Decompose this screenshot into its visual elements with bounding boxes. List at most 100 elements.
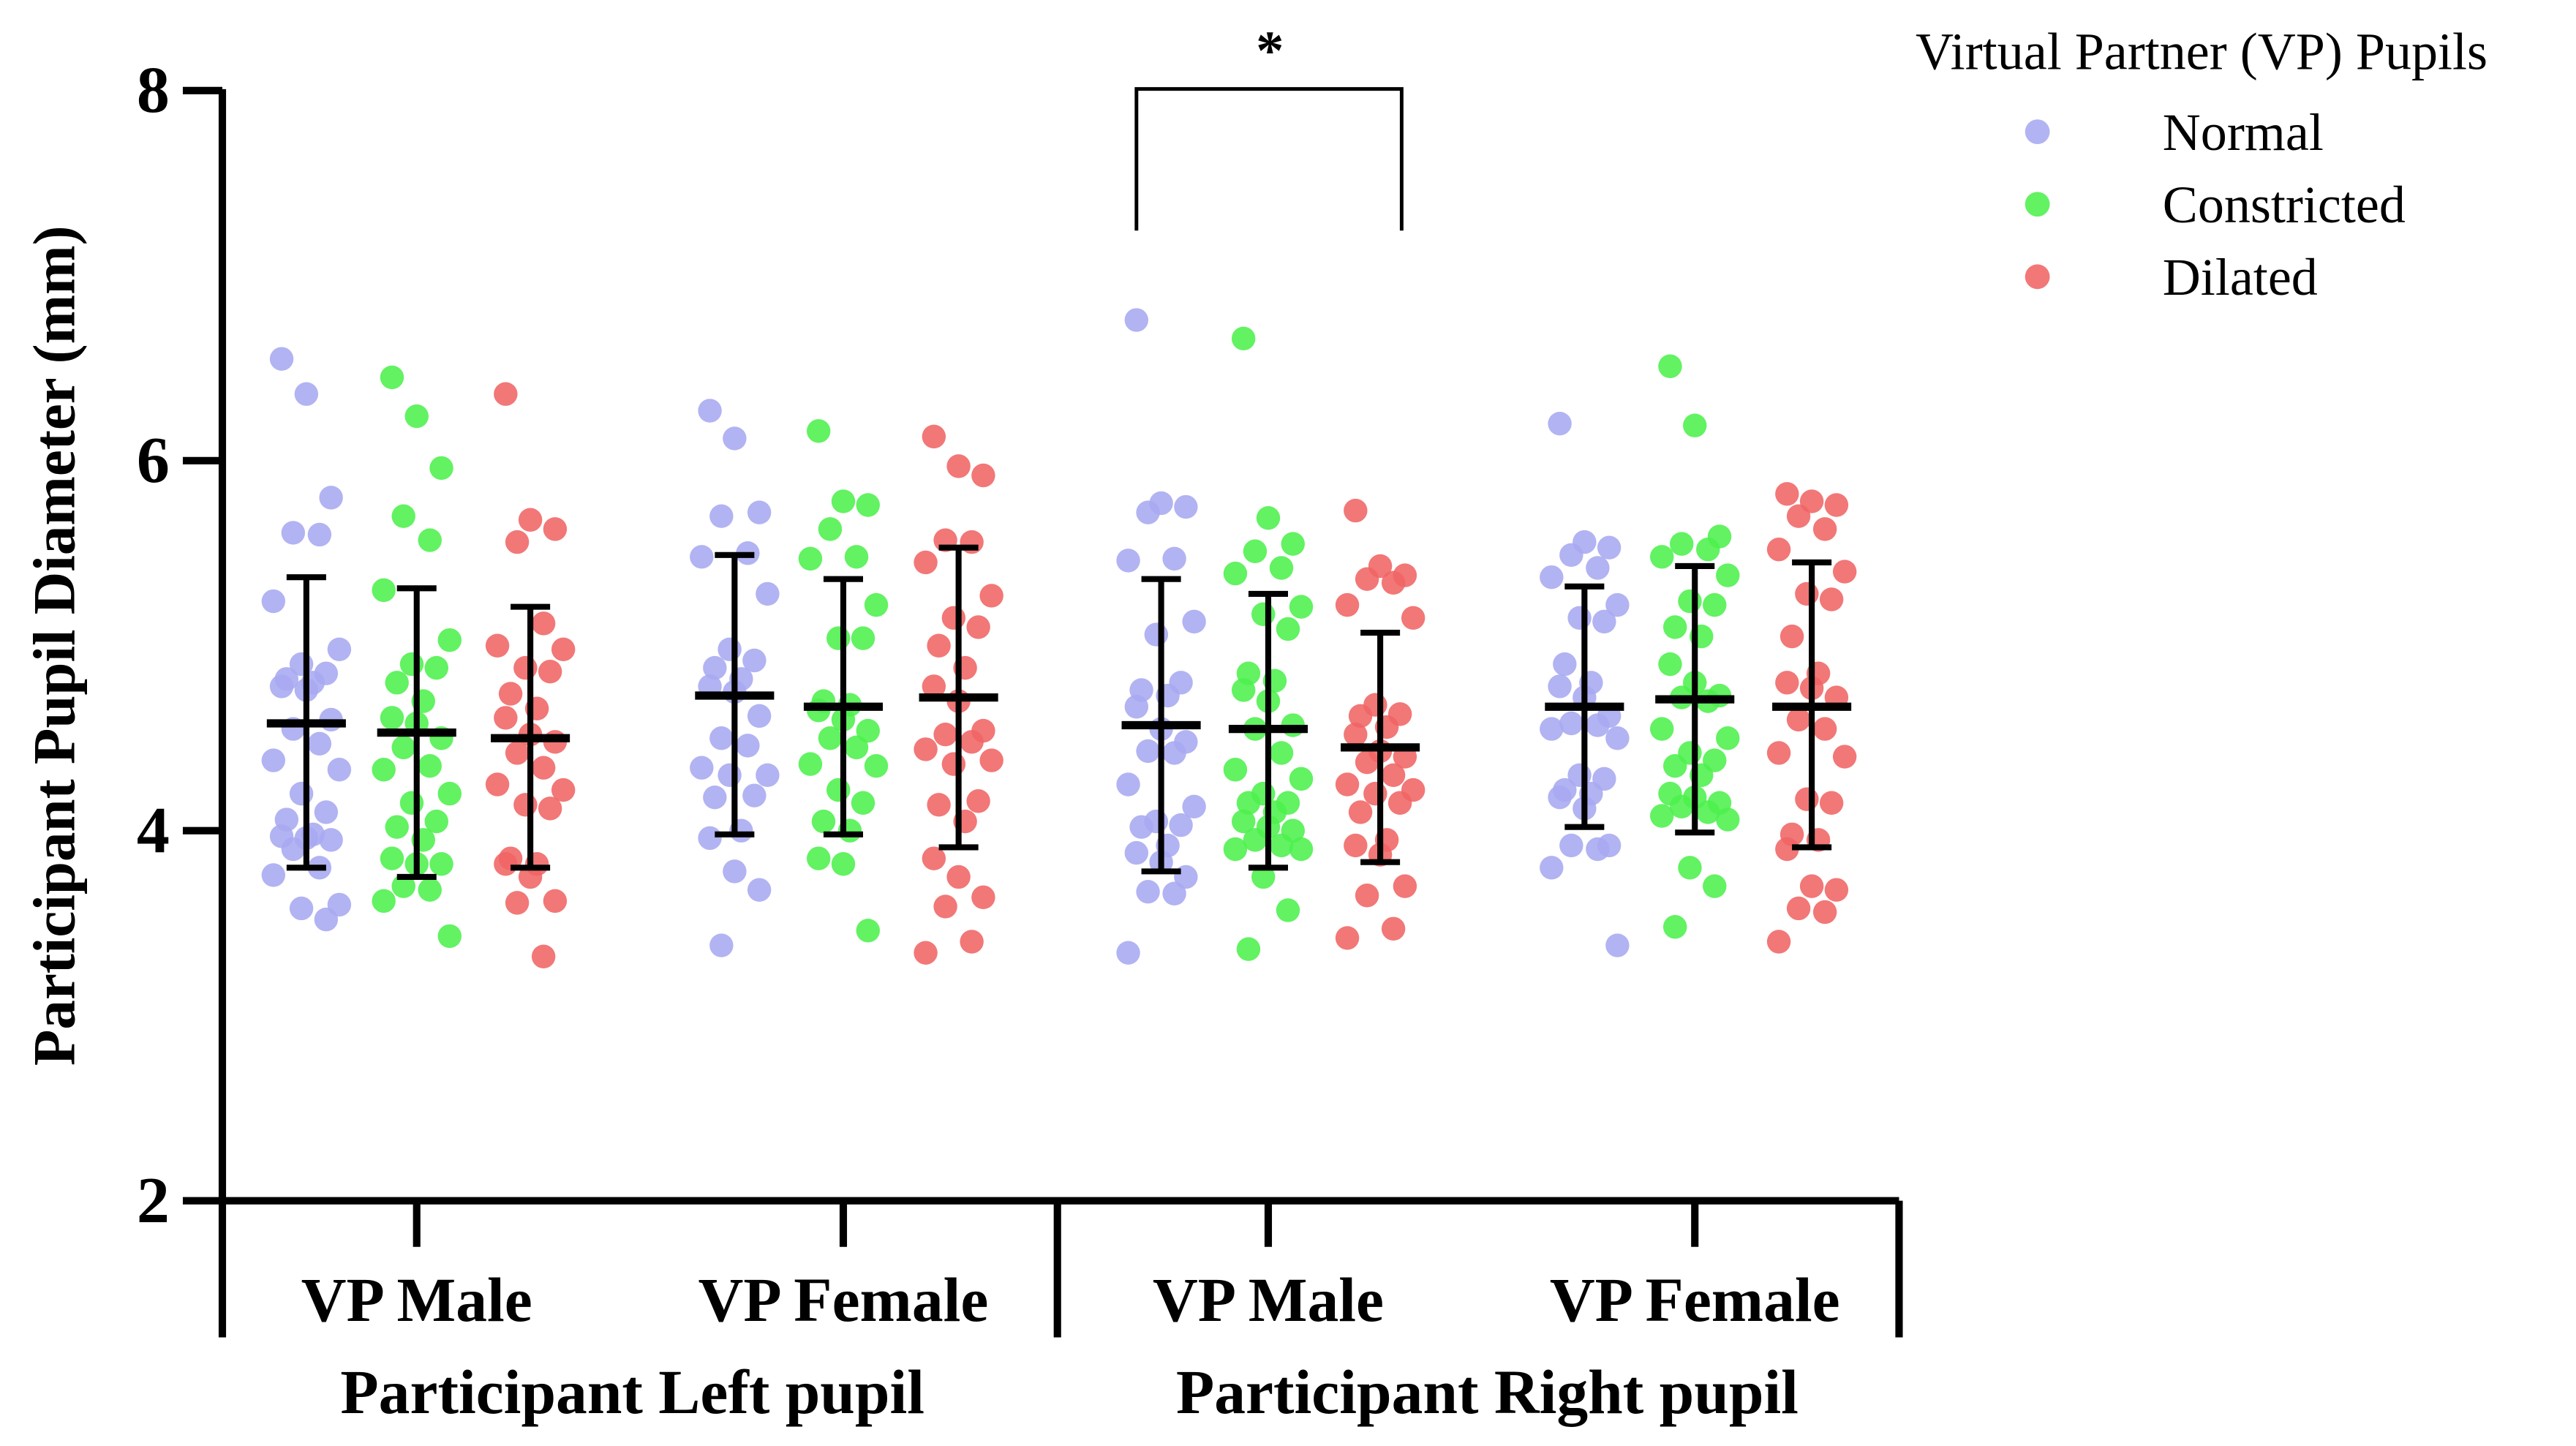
data-point — [1387, 791, 1412, 815]
data-point — [1649, 804, 1674, 828]
data-point — [1775, 837, 1799, 862]
x-group-label: Participant Left pupil — [340, 1357, 924, 1427]
data-point — [1335, 926, 1360, 950]
legend-label-dilated: Dilated — [2163, 248, 2318, 306]
data-point — [289, 781, 314, 806]
data-point — [1344, 833, 1368, 858]
data-point — [756, 581, 780, 606]
data-point — [946, 865, 971, 889]
legend-marker-normal — [2025, 119, 2050, 145]
data-point — [1548, 674, 1572, 698]
data-point — [856, 493, 880, 517]
data-point — [391, 504, 415, 528]
data-point — [1136, 739, 1160, 764]
data-point — [1824, 493, 1849, 517]
data-point — [424, 655, 448, 680]
data-point — [418, 878, 442, 902]
data-point — [826, 777, 851, 802]
data-point — [1276, 617, 1300, 641]
data-point — [747, 500, 772, 524]
data-point — [1795, 787, 1819, 811]
y-tick-label: 2 — [137, 1164, 170, 1237]
data-point — [1832, 560, 1857, 584]
data-point — [261, 863, 286, 887]
data-point — [380, 706, 404, 730]
axes-layer — [182, 86, 1903, 1338]
data-point — [319, 828, 343, 852]
data-point — [979, 748, 1003, 772]
data-point — [1649, 717, 1674, 741]
x-category-label: VP Male — [1153, 1265, 1384, 1335]
data-point — [1381, 916, 1406, 941]
data-point — [1393, 874, 1417, 898]
data-point — [1605, 933, 1630, 957]
data-point — [1553, 652, 1577, 677]
data-point — [914, 941, 938, 965]
data-point — [1269, 556, 1294, 580]
data-point — [307, 731, 332, 756]
data-point — [429, 456, 453, 481]
data-point — [1559, 711, 1583, 736]
data-point — [1766, 741, 1791, 765]
data-point — [966, 615, 990, 639]
data-point — [1786, 896, 1811, 921]
data-point — [1812, 517, 1837, 541]
data-point — [742, 783, 767, 807]
data-point — [380, 365, 404, 390]
data-point — [806, 846, 831, 870]
data-point — [538, 797, 562, 821]
data-point — [314, 907, 339, 932]
data-point — [856, 718, 880, 743]
data-point — [1124, 308, 1149, 332]
data-point — [703, 655, 727, 680]
data-point — [391, 735, 415, 760]
data-point — [1136, 879, 1160, 904]
data-point — [1586, 713, 1610, 737]
data-point — [1649, 545, 1674, 569]
data-point — [1597, 535, 1622, 560]
data-point — [811, 809, 836, 834]
data-point — [1363, 781, 1387, 806]
data-point — [485, 633, 510, 658]
data-point — [1116, 941, 1140, 965]
data-point — [1162, 546, 1186, 571]
data-point — [1289, 767, 1314, 791]
data-point — [1116, 549, 1140, 573]
data-point — [1780, 624, 1804, 649]
data-point — [1548, 411, 1572, 436]
data-point — [1381, 571, 1406, 595]
data-point — [1819, 791, 1844, 815]
data-point — [1786, 504, 1811, 528]
data-point — [531, 944, 556, 968]
data-point — [1775, 482, 1799, 506]
data-point — [844, 545, 869, 569]
data-point — [1662, 753, 1687, 778]
data-point — [806, 419, 831, 443]
data-point — [966, 789, 990, 813]
data-point — [1231, 809, 1256, 834]
data-point — [703, 785, 727, 810]
data-point — [1658, 652, 1682, 677]
data-point — [319, 486, 343, 510]
legend: Virtual Partner (VP) Pupils Normal Constri… — [1916, 23, 2488, 307]
data-point — [399, 791, 424, 815]
data-point — [380, 846, 404, 870]
data-point — [1586, 837, 1610, 862]
data-point — [261, 748, 286, 772]
data-point — [851, 791, 875, 815]
data-point — [372, 889, 396, 914]
data-point — [1236, 937, 1261, 961]
data-point — [718, 637, 742, 662]
data-point — [538, 659, 562, 684]
data-point — [718, 763, 742, 788]
data-point — [1269, 741, 1294, 765]
data-point — [1162, 741, 1186, 765]
data-point — [385, 815, 409, 839]
data-point — [551, 777, 576, 802]
data-point — [933, 722, 957, 747]
data-point — [1819, 587, 1844, 611]
data-point — [723, 859, 747, 884]
data-point — [1281, 532, 1305, 556]
data-point — [971, 885, 995, 909]
